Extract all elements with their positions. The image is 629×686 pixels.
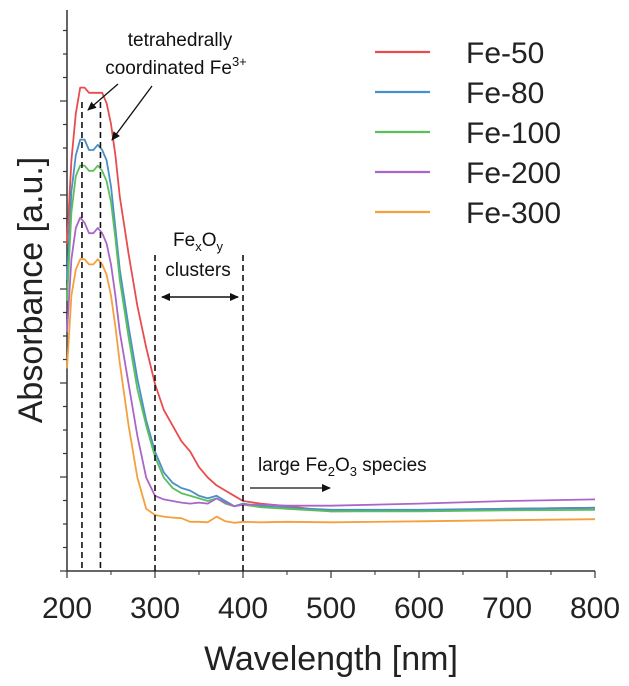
x-tick-label: 800	[570, 592, 620, 625]
legend-label-fe-300: Fe-300	[466, 197, 561, 230]
legend: Fe-50 Fe-80 Fe-100 Fe-200 Fe-300	[375, 37, 561, 230]
x-axis-ticks	[66, 571, 596, 578]
y-axis-ticks	[60, 29, 67, 572]
legend-label-fe-80: Fe-80	[466, 77, 544, 110]
annotation-clusters-formula: FexOy	[173, 230, 223, 254]
x-axis-title: Wavelength [nm]	[204, 640, 458, 678]
annotation-clusters-fe: Fe	[173, 230, 195, 251]
annotation-clusters-sub-y: y	[216, 239, 223, 254]
annotation-clusters-sub-x: x	[195, 239, 202, 254]
annotation-large-pre: large Fe	[258, 455, 328, 476]
annotation-large-sub-2: 2	[328, 464, 335, 479]
legend-label-fe-50: Fe-50	[466, 37, 544, 70]
y-axis-title: Absorbance [a.u.]	[12, 157, 50, 424]
series-line-fe-200	[66, 216, 596, 508]
x-tick-label: 400	[218, 592, 268, 625]
annotation-large-sub-3: 3	[350, 464, 357, 479]
x-axis-tick-labels: 200 300 400 500 600 700 800	[42, 592, 620, 625]
annotation-clusters: FexOy clusters	[161, 230, 239, 301]
annotation-large-post: species	[357, 455, 427, 476]
x-tick-label: 200	[42, 592, 92, 625]
dashed-reference-lines	[81, 102, 244, 571]
arrow-tetrahedral-right	[111, 85, 153, 141]
annotation-large-species: large Fe2O3 species	[250, 455, 427, 492]
x-tick-label: 600	[394, 592, 444, 625]
series-group	[66, 86, 596, 524]
x-tick-label: 700	[482, 592, 532, 625]
legend-label-fe-200: Fe-200	[466, 157, 561, 190]
annotation-tetrahedral: tetrahedrally coordinated Fe3+	[87, 30, 247, 141]
annotation-tetrahedral-line1: tetrahedrally	[128, 30, 233, 51]
series-line-fe-50	[66, 86, 596, 513]
annotation-clusters-line2: clusters	[165, 260, 230, 281]
annotation-large-o: O	[335, 455, 350, 476]
legend-label-fe-100: Fe-100	[466, 117, 561, 150]
arrow-tetrahedral-left	[87, 83, 119, 111]
series-line-fe-80	[66, 138, 596, 511]
annotation-tetrahedral-sup: 3+	[232, 54, 247, 69]
annotation-large-species-text: large Fe2O3 species	[258, 455, 427, 479]
annotation-clusters-o: O	[202, 230, 217, 251]
series-line-fe-300	[66, 258, 596, 524]
x-tick-label: 300	[130, 592, 180, 625]
annotation-tetrahedral-line2: coordinated Fe3+	[105, 54, 247, 79]
x-tick-label: 500	[306, 592, 356, 625]
annotation-tetrahedral-text: coordinated Fe	[105, 58, 232, 79]
